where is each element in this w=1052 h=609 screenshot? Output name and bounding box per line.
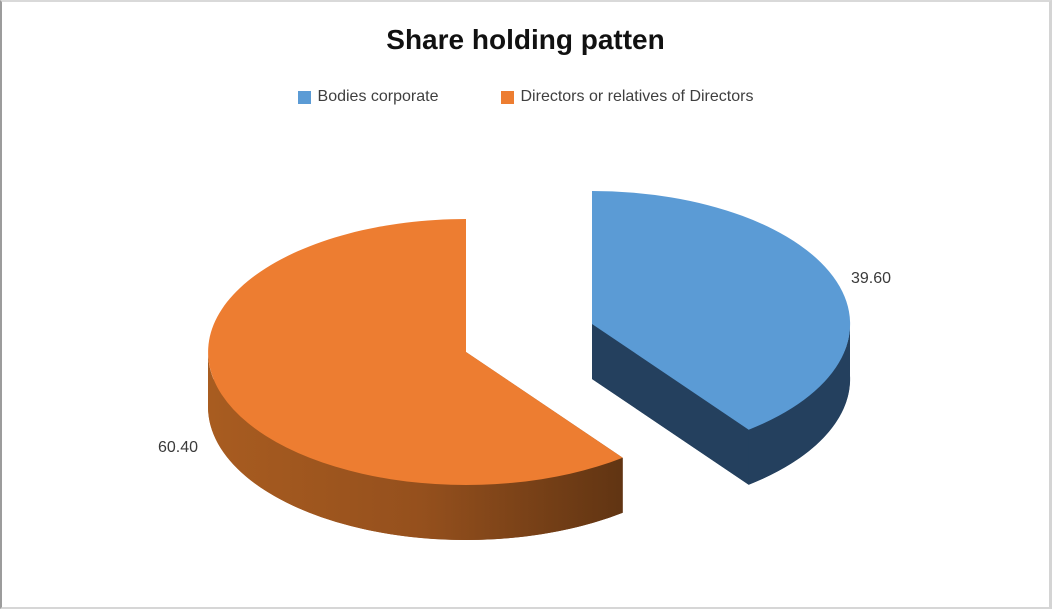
- legend-label: Bodies corporate: [317, 88, 439, 105]
- legend-swatch-blue-icon: [297, 90, 311, 104]
- data-label-directors: 60.40: [158, 439, 199, 456]
- legend-label: Directors or relatives of Directors: [520, 88, 754, 105]
- pie-slice-bodies-corporate[interactable]: [592, 190, 851, 430]
- legend-item-bodies-corporate[interactable]: Bodies corporate: [297, 88, 439, 106]
- pie-slice-directors[interactable]: [208, 219, 623, 485]
- legend-item-directors[interactable]: Directors or relatives of Directors: [500, 88, 754, 106]
- legend: Bodies corporate Directors or relatives …: [2, 88, 1049, 106]
- legend-swatch-orange-icon: [500, 90, 514, 104]
- chart-title: Share holding patten: [386, 24, 665, 55]
- data-label-bodies-corporate: 39.60: [851, 270, 892, 287]
